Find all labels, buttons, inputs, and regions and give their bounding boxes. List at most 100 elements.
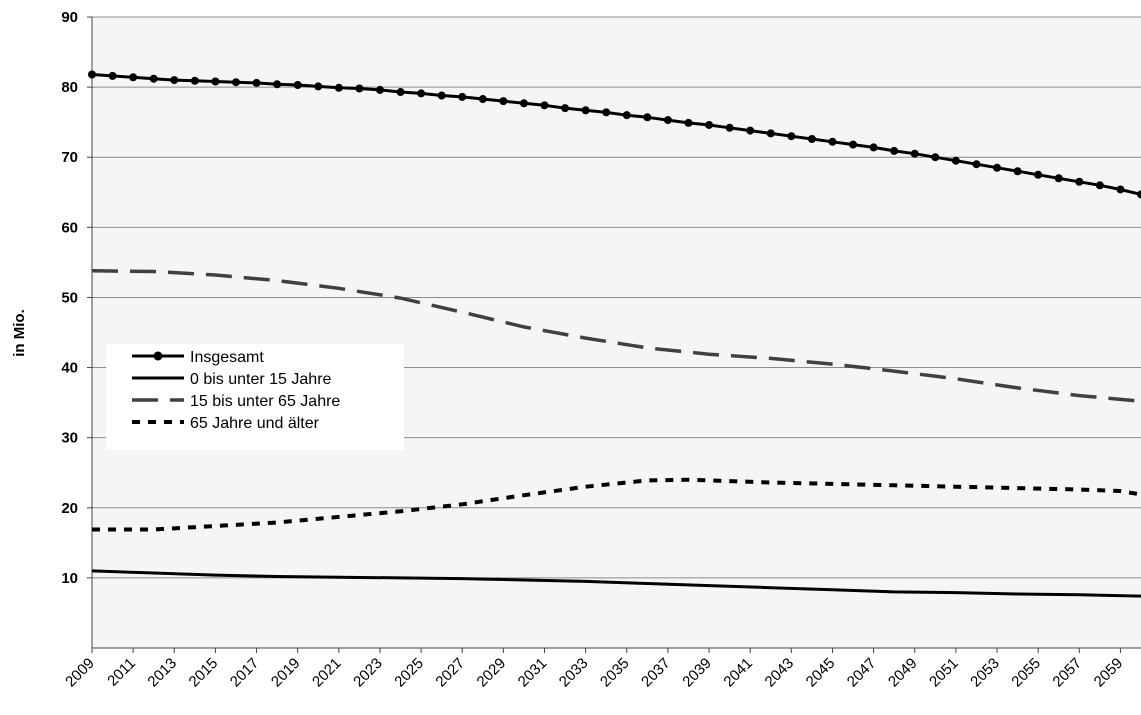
data-point — [1075, 177, 1084, 186]
x-tick-label: 2019 — [268, 655, 304, 691]
data-point — [190, 76, 199, 85]
y-tick-label: 60 — [61, 219, 78, 236]
x-tick-label: 2013 — [144, 655, 180, 691]
legend-marker — [153, 351, 163, 361]
data-point — [375, 85, 384, 94]
data-point — [478, 95, 487, 104]
x-tick-label: 2051 — [926, 655, 962, 691]
data-point — [1034, 170, 1043, 179]
data-point — [1013, 167, 1022, 176]
data-point — [88, 70, 96, 79]
x-tick-label: 2029 — [474, 655, 510, 691]
data-point — [561, 104, 570, 113]
data-point — [1137, 190, 1141, 199]
series-line-2 — [91, 269, 1141, 403]
legend-items: Insgesamt 0 bis unter 15 Jahre 15 bis unte… — [132, 349, 340, 432]
data-point — [437, 91, 446, 100]
data-point — [746, 126, 755, 135]
data-point — [807, 134, 816, 143]
x-tick-label: 2059 — [1091, 655, 1127, 691]
axes — [87, 16, 1141, 653]
y-tick-label: 50 — [61, 289, 78, 306]
x-tick-label: 2023 — [350, 655, 386, 691]
legend-label: 15 bis unter 65 Jahre — [190, 393, 340, 410]
data-point — [314, 82, 323, 91]
data-point — [417, 89, 426, 98]
data-point — [705, 120, 714, 129]
data-point — [643, 113, 652, 122]
x-tick-label: 2027 — [432, 655, 468, 691]
x-tick-label: 2033 — [556, 655, 592, 691]
x-tick-labels: 2009 2011 2013 2015 2017 2019 2021 2023 2025 2027… — [62, 655, 1126, 691]
data-point — [787, 132, 796, 141]
data-point — [849, 140, 858, 149]
series-line-1 — [91, 569, 1141, 598]
legend-item: Insgesamt — [132, 349, 264, 366]
plot-area — [92, 17, 1141, 648]
y-tick-label: 20 — [61, 500, 78, 517]
data-point — [129, 73, 138, 82]
series-line-3 — [92, 477, 1141, 532]
series-lines — [88, 70, 1141, 598]
data-point — [725, 123, 734, 132]
data-point — [458, 92, 467, 101]
data-point — [211, 77, 220, 86]
data-point — [663, 116, 672, 125]
data-point — [540, 101, 549, 110]
data-point — [1095, 181, 1104, 190]
data-point — [931, 153, 940, 162]
data-point — [602, 108, 611, 117]
data-point — [355, 84, 364, 93]
data-point — [581, 106, 590, 115]
x-tick-label: 2049 — [885, 655, 921, 691]
y-tick-label: 90 — [61, 9, 78, 26]
legend-label: 0 bis unter 15 Jahre — [190, 371, 332, 388]
data-point — [108, 71, 117, 80]
data-point — [869, 143, 878, 152]
data-point — [170, 76, 179, 85]
legend: Insgesamt 0 bis unter 15 Jahre 15 bis unte… — [106, 344, 404, 450]
legend-label: Insgesamt — [190, 349, 264, 366]
y-tick-label: 70 — [61, 149, 78, 166]
y-tick-label: 80 — [61, 79, 78, 96]
data-point — [890, 146, 899, 155]
data-point — [910, 149, 919, 158]
x-tick-label: 2043 — [762, 655, 798, 691]
data-point — [684, 118, 693, 127]
data-point — [766, 129, 775, 138]
x-tick-label: 2009 — [62, 655, 98, 691]
data-point — [622, 111, 631, 120]
x-tick-label: 2039 — [679, 655, 715, 691]
x-tick-label: 2011 — [104, 655, 139, 690]
y-axis-title: in Mio. — [11, 309, 28, 357]
data-point — [293, 81, 302, 90]
data-point — [252, 78, 261, 87]
legend-label: 65 Jahre und älter — [190, 415, 320, 432]
x-tick-label: 2031 — [515, 655, 551, 691]
y-tick-label: 30 — [61, 430, 78, 447]
data-point — [396, 88, 405, 97]
y-tick-labels: 10 20 30 40 50 60 70 80 90 — [61, 9, 78, 587]
x-tick-label: 2015 — [186, 655, 222, 691]
data-point — [334, 83, 343, 92]
x-tick-label: 2017 — [227, 655, 263, 691]
data-point — [273, 80, 282, 89]
x-tick-label: 2041 — [720, 655, 756, 691]
data-point — [519, 99, 528, 108]
y-tick-label: 40 — [61, 360, 78, 377]
data-point — [1116, 185, 1125, 194]
data-point — [231, 78, 240, 87]
series-line-0 — [91, 73, 1141, 196]
x-tick-label: 2053 — [967, 655, 1003, 691]
legend-item: 0 bis unter 15 Jahre — [132, 371, 332, 388]
data-point — [951, 156, 960, 165]
legend-item: 65 Jahre und älter — [132, 415, 320, 432]
legend-box — [106, 344, 404, 450]
x-tick-label: 2035 — [597, 655, 633, 691]
legend-item: 15 bis unter 65 Jahre — [132, 393, 340, 410]
data-point — [499, 97, 508, 106]
data-point — [972, 160, 981, 169]
data-point — [1054, 174, 1063, 183]
x-tick-label: 2025 — [391, 655, 427, 691]
